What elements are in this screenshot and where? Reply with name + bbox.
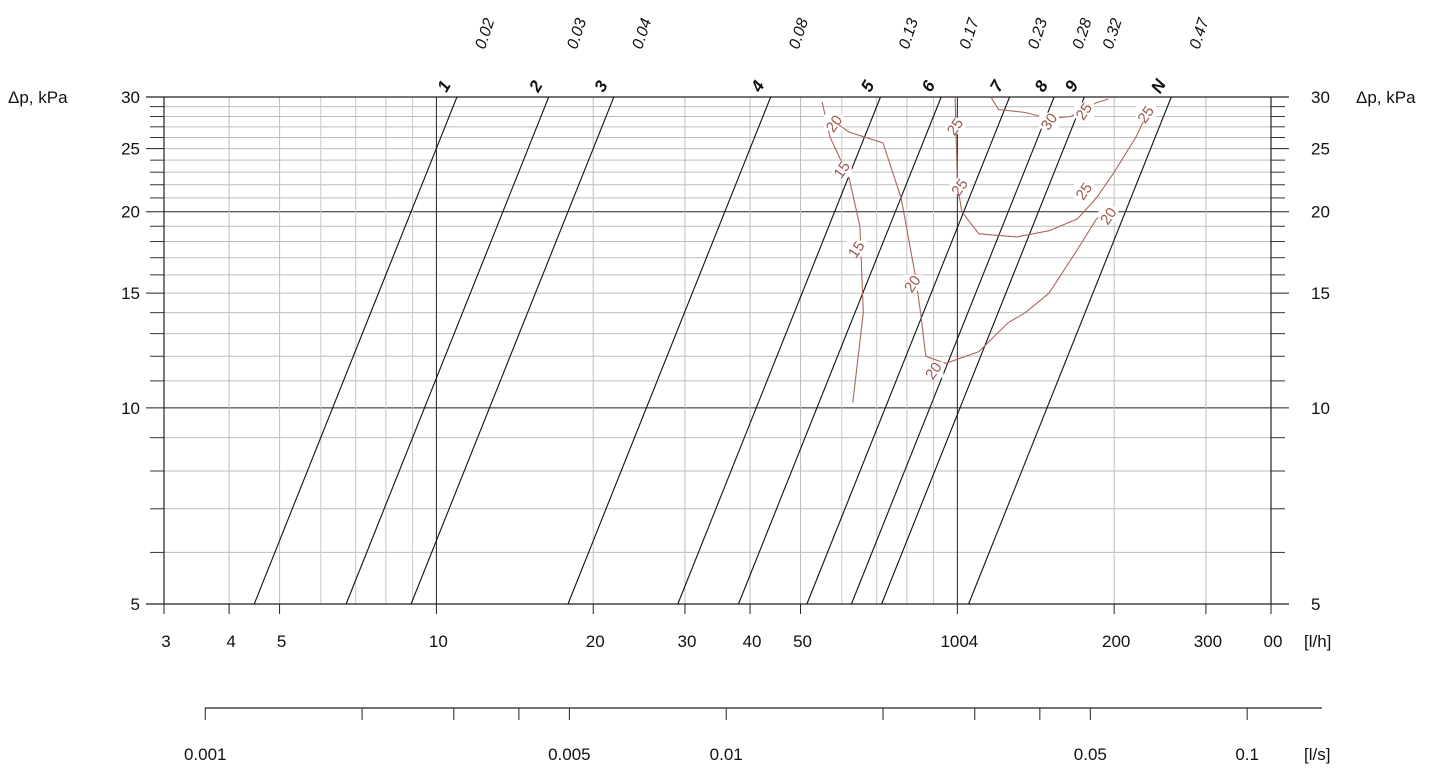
- kvs-label-3: 0.04: [629, 16, 655, 51]
- contour-label-bg: [1073, 182, 1094, 199]
- setting-line-4: [567, 96, 772, 605]
- x-tick-label: 300: [1194, 632, 1222, 651]
- x-tick-label: 00: [1264, 632, 1283, 651]
- setting-label-2: 2: [525, 77, 547, 96]
- secondary-x-tick-label: 0.005: [548, 745, 591, 764]
- setting-line-9: [881, 96, 1085, 605]
- setting-line-6: [737, 96, 942, 605]
- kvs-label-9: 0.32: [1100, 16, 1126, 51]
- y-unit-right: Δp, kPa: [1356, 88, 1416, 107]
- contour-label-bg: [945, 117, 966, 134]
- contour-label: 20: [823, 112, 846, 135]
- x-tick-label: 50: [793, 632, 812, 651]
- y-tick-label-left: 15: [121, 284, 140, 303]
- kvs-label-4: 0.08: [786, 16, 812, 51]
- setting-line-7: [806, 96, 1011, 605]
- secondary-x-axis: 0.001 0.005 0.01 0.05 0.1 [l/s]: [184, 707, 1330, 764]
- contour-curve: [833, 121, 1026, 364]
- setting-line-5: [677, 96, 882, 605]
- contour-label: 20: [901, 272, 924, 295]
- secondary-x-tick-label: 0.001: [184, 745, 227, 764]
- y-tick-label-right: 30: [1311, 88, 1330, 107]
- setting-line-8: [850, 96, 1055, 605]
- kvs-label-5: 0.13: [896, 16, 922, 51]
- secondary-x-tick-label: 0.1: [1235, 745, 1259, 764]
- setting-line-N: [968, 96, 1172, 605]
- contour-label: 15: [845, 238, 868, 261]
- x-unit: [l/h]: [1304, 632, 1331, 651]
- contour-label: 30: [1038, 110, 1061, 133]
- x-tick-label: 4: [226, 632, 235, 651]
- kvs-label-2: 0.03: [564, 16, 590, 51]
- contour-curve: [821, 101, 864, 403]
- contour-label-bg: [1135, 105, 1156, 122]
- setting-label-1: 1: [434, 77, 455, 95]
- setting-line-3: [410, 96, 615, 605]
- contour-label-bg: [923, 361, 944, 378]
- x-tick-label: 5: [277, 632, 286, 651]
- contour-curve: [990, 96, 1109, 120]
- y-tick-label-right: 10: [1311, 399, 1330, 418]
- y-unit-left: Δp, kPa: [8, 88, 68, 107]
- y-tick-label-right: 25: [1311, 140, 1330, 159]
- contour-label-bg: [1098, 207, 1119, 224]
- x-tick-label: 3: [161, 632, 170, 651]
- kvs-label-N: 0.47: [1187, 15, 1213, 51]
- setting-label-4: 4: [747, 77, 769, 96]
- contour-label-bg: [831, 160, 852, 177]
- kvs-label-7: 0.23: [1025, 16, 1051, 51]
- secondary-x-unit: [l/s]: [1304, 745, 1330, 764]
- x-tick-label: 20: [586, 632, 605, 651]
- setting-label-6: 6: [918, 77, 939, 95]
- contour-label: 25: [944, 115, 967, 138]
- contour-curve: [1024, 211, 1109, 314]
- x-tick-label: 30: [677, 632, 696, 651]
- x-tick-label: 200: [1102, 632, 1130, 651]
- setting-label-8: 8: [1031, 77, 1052, 95]
- x-tick-label: 10: [429, 632, 448, 651]
- setting-label-3: 3: [590, 77, 611, 95]
- x-tick-label: 1004: [940, 632, 978, 651]
- y-tick-label-left: 30: [121, 88, 140, 107]
- setting-label-N: N: [1147, 76, 1170, 97]
- contour-label: 25: [948, 176, 971, 199]
- plot-frame: [146, 96, 1289, 614]
- kvs-label-8: 0.28: [1070, 16, 1096, 51]
- y-tick-label-left: 20: [121, 203, 140, 222]
- y-tick-label-left: 25: [121, 140, 140, 159]
- contour-label-bg: [949, 178, 970, 195]
- contour-label: 20: [1097, 205, 1120, 228]
- x-tick-label: 40: [743, 632, 762, 651]
- grid: [164, 96, 1271, 605]
- kvs-label-1: 0.02: [473, 16, 499, 51]
- y-tick-label-left: 5: [131, 595, 140, 614]
- setting-line-2: [345, 96, 550, 605]
- contour-label-bg: [902, 274, 923, 291]
- secondary-x-tick-label: 0.05: [1074, 745, 1107, 764]
- contour-curve: [954, 96, 1147, 238]
- contour-label: 20: [922, 359, 945, 382]
- setting-label-7: 7: [986, 76, 1008, 95]
- y-tick-label-left: 10: [121, 399, 140, 418]
- contour-label: 25: [1073, 100, 1096, 123]
- setting-line-1: [253, 96, 458, 605]
- setting-label-9: 9: [1061, 77, 1082, 95]
- contour-label-bg: [1039, 112, 1060, 129]
- kvs-label-6: 0.17: [957, 15, 983, 51]
- setting-label-5: 5: [857, 77, 878, 95]
- y-tick-label-right: 20: [1311, 203, 1330, 222]
- secondary-x-tick-label: 0.01: [710, 745, 743, 764]
- contour-label: 25: [1134, 103, 1157, 126]
- contour-label: 15: [830, 158, 853, 181]
- contour-label: 25: [1073, 180, 1096, 203]
- contour-label-bg: [824, 114, 845, 131]
- valve-setting-lines: [253, 96, 1172, 605]
- y-tick-label-right: 15: [1311, 284, 1330, 303]
- contour-label-bg: [1073, 102, 1094, 119]
- y-tick-label-right: 5: [1311, 595, 1320, 614]
- contour-label-bg: [846, 240, 867, 257]
